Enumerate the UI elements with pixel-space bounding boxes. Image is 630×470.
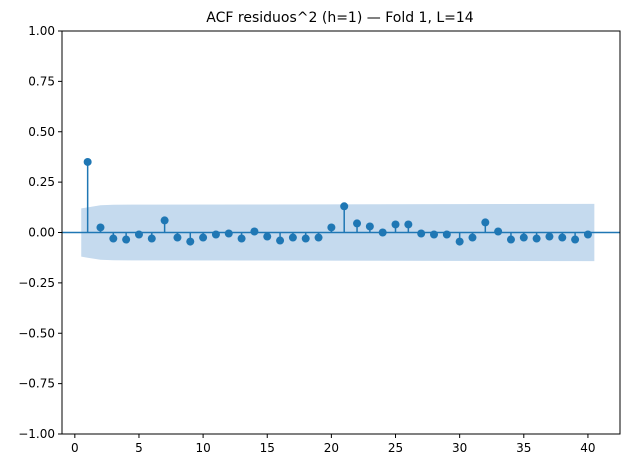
- x-tick-label-15: 15: [260, 441, 275, 455]
- y-tick-label-7: 0.75: [28, 74, 55, 88]
- x-tick-label-35: 35: [516, 441, 531, 455]
- x-tick-label-20: 20: [324, 441, 339, 455]
- marker-lag-17: [288, 233, 297, 242]
- x-tick-label-40: 40: [580, 441, 595, 455]
- y-tick-label-2: −0.50: [18, 326, 55, 340]
- marker-lag-22: [353, 219, 362, 228]
- marker-lag-1: [83, 157, 92, 166]
- marker-lag-36: [532, 234, 541, 243]
- marker-lag-10: [199, 233, 208, 242]
- marker-lag-26: [404, 220, 413, 229]
- x-tick-label-30: 30: [452, 441, 467, 455]
- marker-lag-25: [391, 220, 400, 229]
- marker-lag-7: [160, 216, 169, 225]
- marker-lag-3: [109, 234, 118, 243]
- marker-lag-13: [237, 234, 246, 243]
- marker-lag-30: [455, 237, 464, 246]
- marker-lag-38: [558, 233, 567, 242]
- marker-lag-12: [224, 229, 233, 238]
- marker-lag-34: [506, 235, 515, 244]
- marker-lag-14: [250, 227, 259, 236]
- marker-lag-29: [442, 230, 451, 239]
- y-tick-label-6: 0.50: [28, 125, 55, 139]
- marker-lag-23: [365, 222, 374, 231]
- marker-lag-16: [276, 236, 285, 245]
- marker-lag-37: [545, 232, 554, 241]
- plot-area: 0 5 10 15 20 25 30 35 40 −1.00 −0.75 −0.50 −0.25 0.00…: [18, 24, 621, 455]
- marker-lag-39: [571, 235, 580, 244]
- y-tick-label-4: 0.00: [28, 226, 55, 240]
- marker-lag-35: [519, 233, 528, 242]
- marker-lag-4: [122, 235, 131, 244]
- marker-lag-8: [173, 233, 182, 242]
- y-tick-label-0: −1.00: [18, 427, 55, 441]
- marker-lag-11: [211, 230, 220, 239]
- marker-lag-18: [301, 234, 310, 243]
- marker-lag-27: [417, 229, 426, 238]
- x-tick-label-25: 25: [388, 441, 403, 455]
- y-tick-label-3: −0.25: [18, 276, 55, 290]
- x-tick-label-0: 0: [71, 441, 79, 455]
- marker-lag-15: [263, 232, 272, 241]
- marker-lag-2: [96, 223, 105, 232]
- marker-lag-21: [340, 202, 349, 211]
- marker-lag-31: [468, 233, 477, 242]
- chart-title: ACF residuos^2 (h=1) — Fold 1, L=14: [206, 10, 473, 26]
- y-tick-label-8: 1.00: [28, 24, 55, 38]
- y-tick-label-5: 0.25: [28, 175, 55, 189]
- marker-lag-9: [186, 237, 195, 246]
- marker-lag-33: [494, 227, 503, 236]
- y-tick-label-1: −0.75: [18, 377, 55, 391]
- marker-lag-19: [314, 233, 323, 242]
- marker-lag-6: [147, 234, 156, 243]
- marker-lag-28: [430, 230, 438, 239]
- x-tick-label-10: 10: [195, 441, 210, 455]
- marker-lag-40: [583, 230, 592, 239]
- marker-lag-24: [378, 228, 387, 237]
- x-tick-label-5: 5: [135, 441, 143, 455]
- marker-lag-5: [134, 230, 143, 239]
- marker-lag-32: [481, 218, 490, 227]
- marker-lag-20: [327, 223, 336, 232]
